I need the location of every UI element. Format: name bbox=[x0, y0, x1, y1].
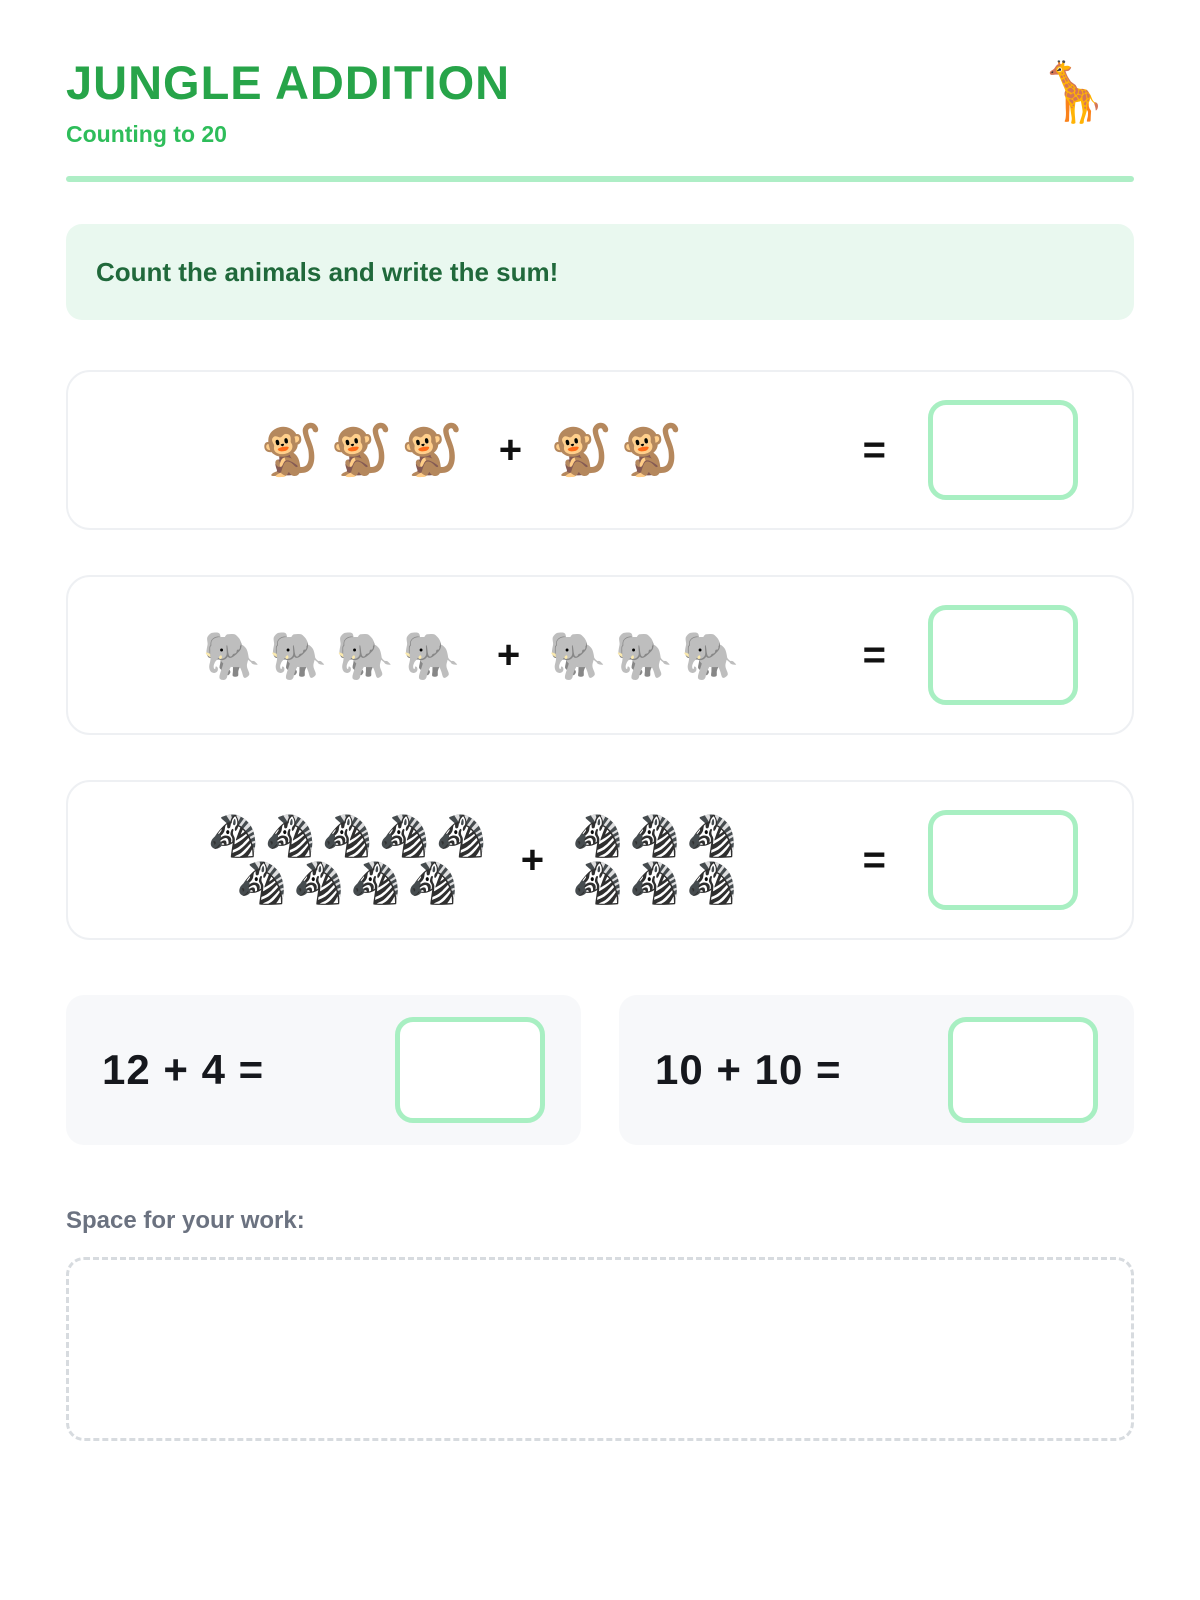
sum-answer-box[interactable] bbox=[928, 400, 1078, 501]
work-area-box[interactable] bbox=[66, 1257, 1134, 1442]
work-area-label: Space for your work: bbox=[66, 1207, 305, 1235]
animal-group-right: 🐒🐒 bbox=[550, 424, 691, 477]
animal-group-left: 🐒🐒🐒 bbox=[260, 424, 471, 477]
problem-equation: 🦓🦓🦓🦓🦓 🦓🦓🦓🦓 + 🦓🦓🦓 🦓🦓🦓 bbox=[88, 815, 863, 905]
header: JUNGLE ADDITION Counting to 20 🦒 bbox=[66, 58, 1134, 148]
emoji-line: 🐘🐘🐘🐘 bbox=[202, 628, 469, 682]
emoji-line: 🦓🦓🦓🦓 bbox=[235, 860, 465, 907]
number-expression: 12 + 4 = bbox=[102, 1046, 265, 1094]
sum-answer-box[interactable] bbox=[395, 1017, 545, 1124]
page-title: JUNGLE ADDITION bbox=[66, 56, 511, 109]
emoji-line: 🦓🦓🦓 bbox=[572, 860, 744, 907]
emoji-line: 🐘🐘🐘 bbox=[548, 628, 748, 682]
problems-list: 🐒🐒🐒 + 🐒🐒 = 🐘🐘🐘🐘 + 🐘🐘🐘 = 🦓🦓🦓🦓🦓 🦓🦓🦓🦓 + 🦓🦓🦓 🦓… bbox=[66, 370, 1134, 941]
equals-sign: = bbox=[862, 427, 886, 472]
number-problems: 12 + 4 = 10 + 10 = bbox=[66, 995, 1134, 1146]
sum-answer-box[interactable] bbox=[928, 605, 1078, 706]
emoji-line: 🐒🐒 bbox=[550, 422, 691, 479]
plus-sign: + bbox=[498, 427, 523, 472]
instruction-banner: Count the animals and write the sum! bbox=[66, 224, 1134, 321]
animal-group-left: 🦓🦓🦓🦓🦓 🦓🦓🦓🦓 bbox=[207, 815, 492, 905]
sum-answer-box[interactable] bbox=[948, 1017, 1098, 1124]
problem-equation: 🐘🐘🐘🐘 + 🐘🐘🐘 bbox=[88, 628, 863, 682]
number-problem-card: 10 + 10 = bbox=[619, 995, 1134, 1146]
animal-group-right: 🦓🦓🦓 🦓🦓🦓 bbox=[572, 815, 743, 905]
instruction-text: Count the animals and write the sum! bbox=[96, 256, 559, 287]
emoji-line: 🦓🦓🦓 bbox=[572, 813, 744, 860]
animal-group-left: 🐘🐘🐘🐘 bbox=[202, 628, 469, 682]
equals-sign: = bbox=[862, 837, 886, 882]
emoji-line: 🦓🦓🦓🦓🦓 bbox=[207, 813, 493, 860]
number-problem-card: 12 + 4 = bbox=[66, 995, 581, 1146]
problem-equation: 🐒🐒🐒 + 🐒🐒 bbox=[88, 424, 863, 477]
emoji-line: 🐒🐒🐒 bbox=[259, 422, 471, 479]
equals-sign: = bbox=[862, 632, 886, 677]
problem-card: 🐒🐒🐒 + 🐒🐒 = bbox=[66, 370, 1134, 531]
giraffe-icon: 🦒 bbox=[1037, 60, 1110, 125]
worksheet-page: JUNGLE ADDITION Counting to 20 🦒 Count t… bbox=[66, 58, 1134, 1442]
plus-sign: + bbox=[520, 837, 545, 882]
header-divider bbox=[66, 176, 1134, 183]
problem-card: 🐘🐘🐘🐘 + 🐘🐘🐘 = bbox=[66, 575, 1134, 736]
page-subtitle: Counting to 20 bbox=[66, 121, 227, 148]
number-expression: 10 + 10 = bbox=[655, 1046, 842, 1094]
problem-card: 🦓🦓🦓🦓🦓 🦓🦓🦓🦓 + 🦓🦓🦓 🦓🦓🦓 = bbox=[66, 780, 1134, 941]
plus-sign: + bbox=[496, 632, 521, 677]
header-titles: JUNGLE ADDITION Counting to 20 bbox=[66, 58, 510, 148]
animal-group-right: 🐘🐘🐘 bbox=[548, 628, 748, 682]
sum-answer-box[interactable] bbox=[928, 810, 1078, 911]
